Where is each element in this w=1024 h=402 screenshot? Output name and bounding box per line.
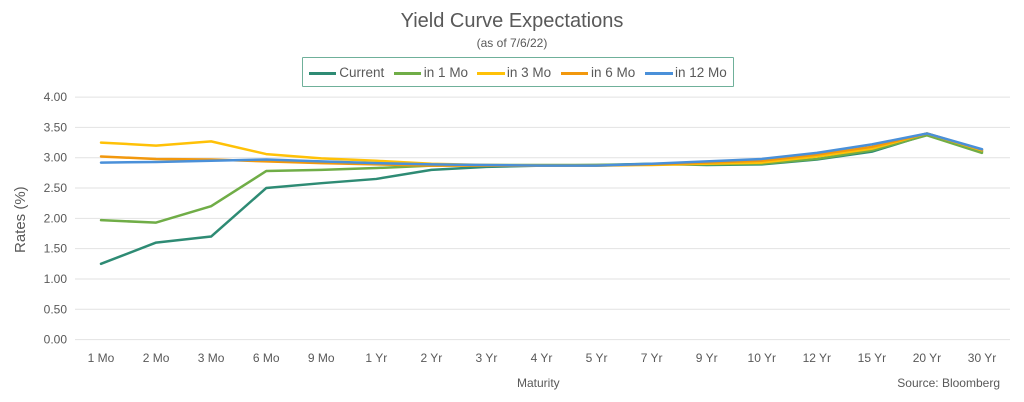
svg-text:1.50: 1.50 xyxy=(44,242,68,256)
svg-text:1 Mo: 1 Mo xyxy=(88,351,115,365)
svg-text:9 Mo: 9 Mo xyxy=(308,351,335,365)
svg-text:6 Mo: 6 Mo xyxy=(253,351,280,365)
svg-text:15 Yr: 15 Yr xyxy=(858,351,886,365)
svg-text:20 Yr: 20 Yr xyxy=(913,351,941,365)
svg-text:2.00: 2.00 xyxy=(44,211,68,225)
svg-text:3 Mo: 3 Mo xyxy=(198,351,225,365)
svg-text:10 Yr: 10 Yr xyxy=(748,351,776,365)
svg-text:3.00: 3.00 xyxy=(44,151,68,165)
svg-text:12 Yr: 12 Yr xyxy=(803,351,831,365)
svg-text:2.50: 2.50 xyxy=(44,181,68,195)
svg-text:4 Yr: 4 Yr xyxy=(531,351,553,365)
svg-text:30 Yr: 30 Yr xyxy=(968,351,996,365)
svg-text:0.50: 0.50 xyxy=(44,302,68,316)
svg-text:2 Yr: 2 Yr xyxy=(420,351,442,365)
svg-text:2 Mo: 2 Mo xyxy=(143,351,170,365)
svg-text:0.00: 0.00 xyxy=(44,333,68,347)
svg-text:4.00: 4.00 xyxy=(44,90,68,104)
svg-text:9 Yr: 9 Yr xyxy=(696,351,718,365)
svg-text:5 Yr: 5 Yr xyxy=(586,351,608,365)
svg-text:7 Yr: 7 Yr xyxy=(641,351,663,365)
svg-text:1 Yr: 1 Yr xyxy=(365,351,387,365)
svg-text:3 Yr: 3 Yr xyxy=(476,351,498,365)
svg-text:1.00: 1.00 xyxy=(44,272,68,286)
svg-text:3.50: 3.50 xyxy=(44,120,68,134)
